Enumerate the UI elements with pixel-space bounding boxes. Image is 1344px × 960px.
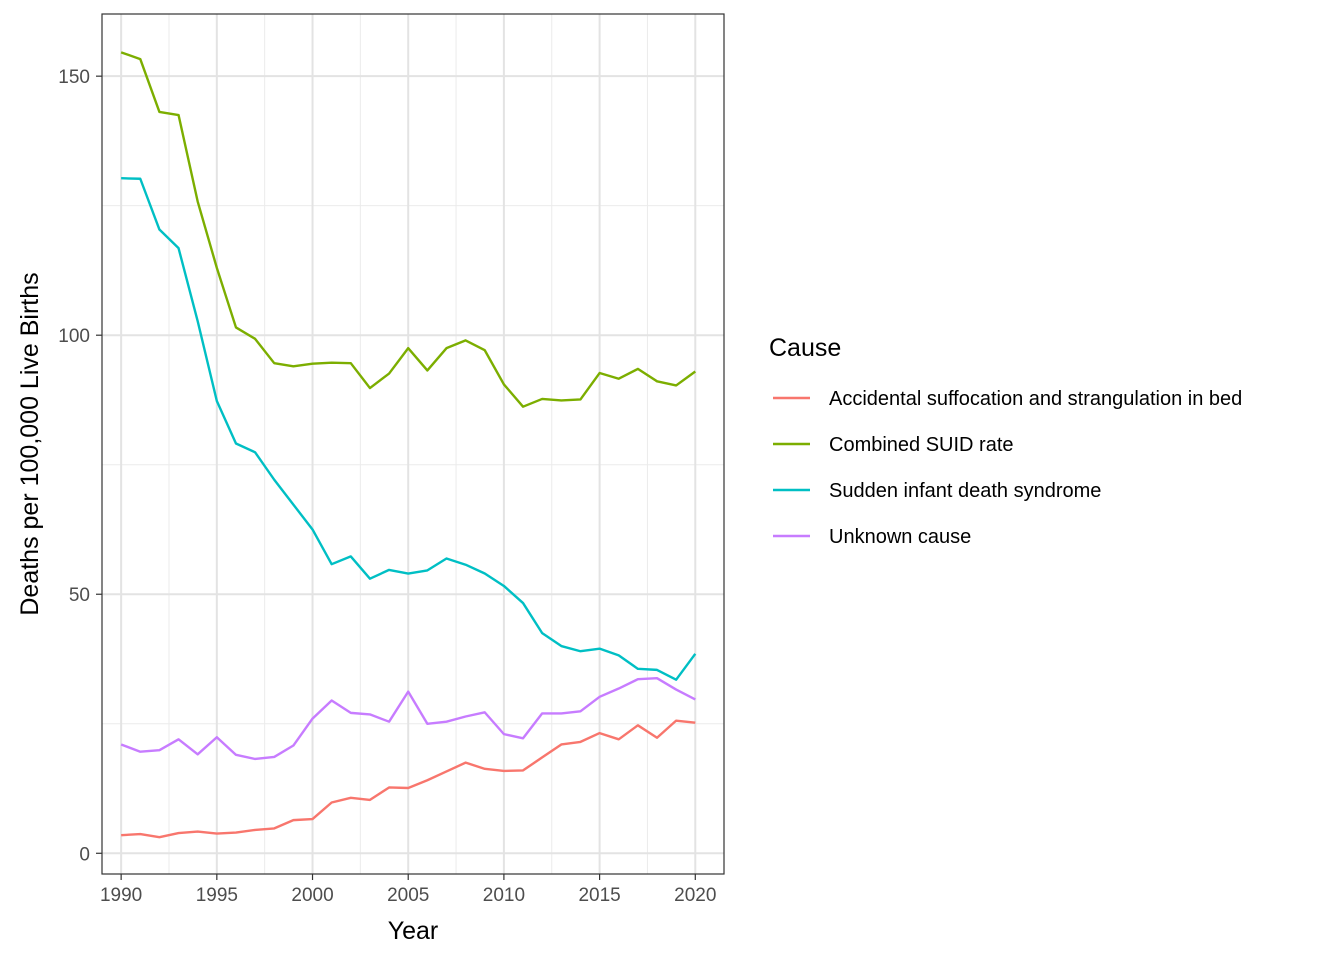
series-lines xyxy=(120,51,697,839)
legend-title: Cause xyxy=(769,334,841,362)
x-tick-label: 2010 xyxy=(483,885,525,906)
x-tick-label: 2005 xyxy=(387,885,429,906)
y-tick-label: 0 xyxy=(79,844,90,865)
y-axis: 0 50 100 150 xyxy=(58,67,102,865)
legend-label: Unknown cause xyxy=(829,526,971,548)
major-gridlines xyxy=(102,14,724,874)
legend-items: Accidental suffocation and strangulation… xyxy=(773,388,1242,548)
x-tick-label: 1990 xyxy=(100,885,142,906)
series-line-3 xyxy=(121,177,697,681)
x-tick-label: 2020 xyxy=(674,885,716,906)
x-tick-label: 2015 xyxy=(578,885,620,906)
legend-label: Sudden infant death syndrome xyxy=(829,480,1101,502)
y-axis-title: Deaths per 100,000 Live Births xyxy=(16,272,44,615)
x-tick-label: 2000 xyxy=(291,885,333,906)
series-line-4 xyxy=(120,676,696,761)
panel-background xyxy=(102,14,724,874)
x-axis-title: Year xyxy=(388,917,439,945)
x-axis: 1990 1995 2000 2005 2010 2015 2020 xyxy=(100,874,716,906)
y-tick-label: 50 xyxy=(69,585,90,606)
panel-border xyxy=(101,13,725,875)
series-line-2 xyxy=(120,51,696,408)
legend-label: Accidental suffocation and strangulation… xyxy=(829,388,1242,410)
y-tick-label: 150 xyxy=(58,67,90,88)
y-tick-label: 100 xyxy=(58,326,90,347)
minor-gridlines xyxy=(102,14,724,874)
x-tick-label: 1995 xyxy=(196,885,238,906)
series-line-1 xyxy=(121,719,696,839)
legend-label: Combined SUID rate xyxy=(829,434,1014,456)
legend: Cause Accidental suffocation and strangu… xyxy=(769,334,1242,548)
